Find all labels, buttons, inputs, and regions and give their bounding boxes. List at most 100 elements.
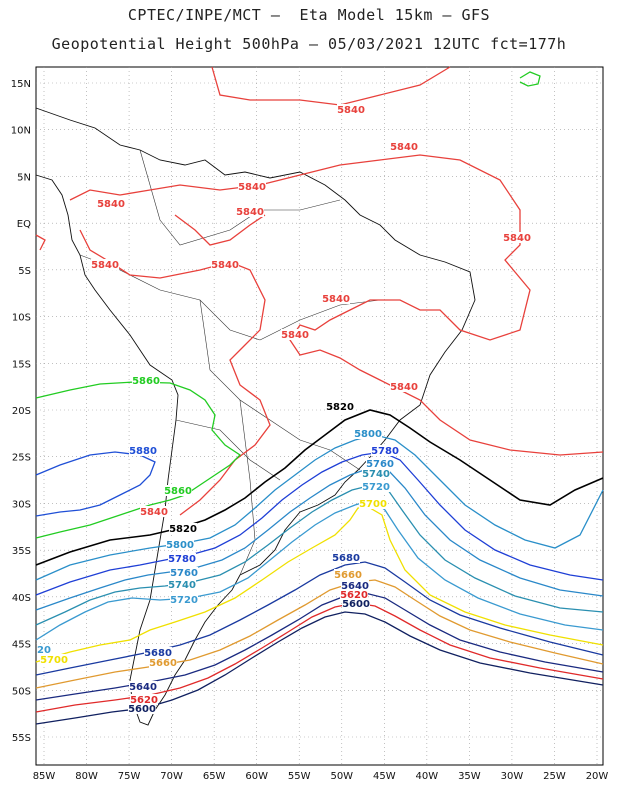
- lon-tick-label: 80W: [75, 771, 98, 782]
- contour-label-5780: 5780: [371, 446, 399, 457]
- contour-label-bg: [166, 539, 194, 550]
- contour-label-bg: [91, 259, 119, 270]
- contour-label-5780: 5780: [168, 554, 196, 565]
- contour-label-bg: [359, 498, 387, 509]
- contour-label-5840: 5840: [390, 382, 418, 393]
- contour-label-5620: 5620: [130, 695, 158, 706]
- lon-tick-label: 75W: [118, 771, 141, 782]
- lat-tick-label: 20S: [12, 406, 31, 417]
- contour-label-5720: 5720: [362, 482, 390, 493]
- contour-label-5740: 5740: [168, 580, 196, 591]
- contour-label-bg: [341, 580, 369, 591]
- contour-label-5840: 5840: [211, 260, 239, 271]
- lon-tick-label: 60W: [245, 771, 268, 782]
- contour-label-bg: [362, 481, 390, 492]
- contour-label-bg: [337, 104, 365, 115]
- lat-tick-label: 35S: [12, 546, 31, 557]
- contour-label-5600: 5600: [342, 599, 370, 610]
- south-america-coastline: [35, 107, 476, 726]
- contour-label-bg: [149, 657, 177, 668]
- contour-label-bg: [164, 485, 192, 496]
- lon-tick-label: 70W: [160, 771, 183, 782]
- contour-label-5800: 5800: [354, 429, 382, 440]
- contour-label-bg: [340, 589, 368, 600]
- contour-label-bg: [326, 401, 354, 412]
- contour-label-5880: 5880: [129, 446, 157, 457]
- contour-label-bg: [503, 232, 531, 243]
- lat-tick-label: 50S: [12, 686, 31, 697]
- lat-tick-label: 40S: [12, 593, 31, 604]
- contour-label-5740: 5740: [362, 469, 390, 480]
- contour-label-bg: [170, 594, 198, 605]
- lon-tick-label: 40W: [416, 771, 439, 782]
- lon-tick-label: 50W: [330, 771, 353, 782]
- lat-tick-label: 45S: [12, 640, 31, 651]
- contour-label-5820: 5820: [326, 402, 354, 413]
- contour-label-5840: 5840: [390, 142, 418, 153]
- contour-label-5840: 5840: [91, 260, 119, 271]
- lat-tick-label: 10S: [12, 313, 31, 324]
- contour-5880: [35, 451, 156, 517]
- contour-label-bg: [390, 141, 418, 152]
- lon-tick-label: 30W: [501, 771, 524, 782]
- contour-label-5640: 5640: [129, 682, 157, 693]
- contour-label-bg: [170, 567, 198, 578]
- contour-5860: [519, 71, 541, 87]
- contour-label-bg: [390, 381, 418, 392]
- contour-label-bg: [332, 552, 360, 563]
- contour-label-5860: 5860: [132, 376, 160, 387]
- contour-label-bg: [236, 206, 264, 217]
- contour-5840: [69, 154, 604, 456]
- lat-tick-label: 10N: [11, 126, 31, 137]
- contour-label-bg: [97, 198, 125, 209]
- lat-tick-label: 15N: [11, 79, 31, 90]
- lon-tick-label: 65W: [203, 771, 226, 782]
- contour-label-bg: [354, 428, 382, 439]
- contour-label-5760: 5760: [170, 568, 198, 579]
- contour-label-bg: [169, 523, 197, 534]
- contour-label-5840: 5840: [97, 199, 125, 210]
- contour-5740: [35, 484, 604, 626]
- contour-label-5720: 5720: [170, 595, 198, 606]
- map-frame: [35, 66, 604, 766]
- contour-label-bg: [211, 259, 239, 270]
- contour-label-bg: [322, 293, 350, 304]
- contour-label-5840: 5840: [238, 182, 266, 193]
- lon-tick-label: 20W: [586, 771, 609, 782]
- contour-label-bg: [334, 569, 362, 580]
- map-subtitle: Geopotential Height 500hPa – 05/03/2021 …: [51, 35, 567, 53]
- lon-tick-label: 45W: [373, 771, 396, 782]
- contour-label-bg: [281, 329, 309, 340]
- contour-label-5640: 5640: [341, 581, 369, 592]
- lat-tick-label: 30S: [12, 499, 31, 510]
- contour-5840: [211, 66, 451, 106]
- contour-5720: [35, 499, 604, 641]
- contour-label-bg: [144, 647, 172, 658]
- lat-tick-label: 15S: [12, 359, 31, 370]
- contour-label-bg: [366, 458, 394, 469]
- lon-tick-label: 85W: [33, 771, 56, 782]
- contour-label-5620: 5620: [340, 590, 368, 601]
- contour-label-5840: 5840: [281, 330, 309, 341]
- contour-label-bg: [36, 644, 52, 655]
- contour-label-bg: [342, 598, 370, 609]
- contour-label-bg: [371, 445, 399, 456]
- contour-label-5700: 5700: [359, 499, 387, 510]
- contour-5760: [35, 467, 604, 611]
- lon-tick-label: 55W: [288, 771, 311, 782]
- contour-label-5860: 5860: [164, 486, 192, 497]
- lat-tick-label: 25S: [12, 453, 31, 464]
- map-title: CPTEC/INPE/MCT – Eta Model 15km – GFS: [127, 6, 491, 24]
- contour-label-5660: 5660: [334, 570, 362, 581]
- contour-label-5680: 5680: [144, 648, 172, 659]
- contour-label-bg: [129, 681, 157, 692]
- contour-label-5820: 5820: [169, 524, 197, 535]
- lat-tick-label: 55S: [12, 733, 31, 744]
- contour-label-5720: 20: [37, 645, 51, 656]
- contour-label-5840: 5840: [503, 233, 531, 244]
- contour-label-bg: [129, 445, 157, 456]
- contour-5780: [35, 451, 604, 596]
- lat-tick-label: EQ: [17, 219, 31, 230]
- contour-label-5840: 5840: [236, 207, 264, 218]
